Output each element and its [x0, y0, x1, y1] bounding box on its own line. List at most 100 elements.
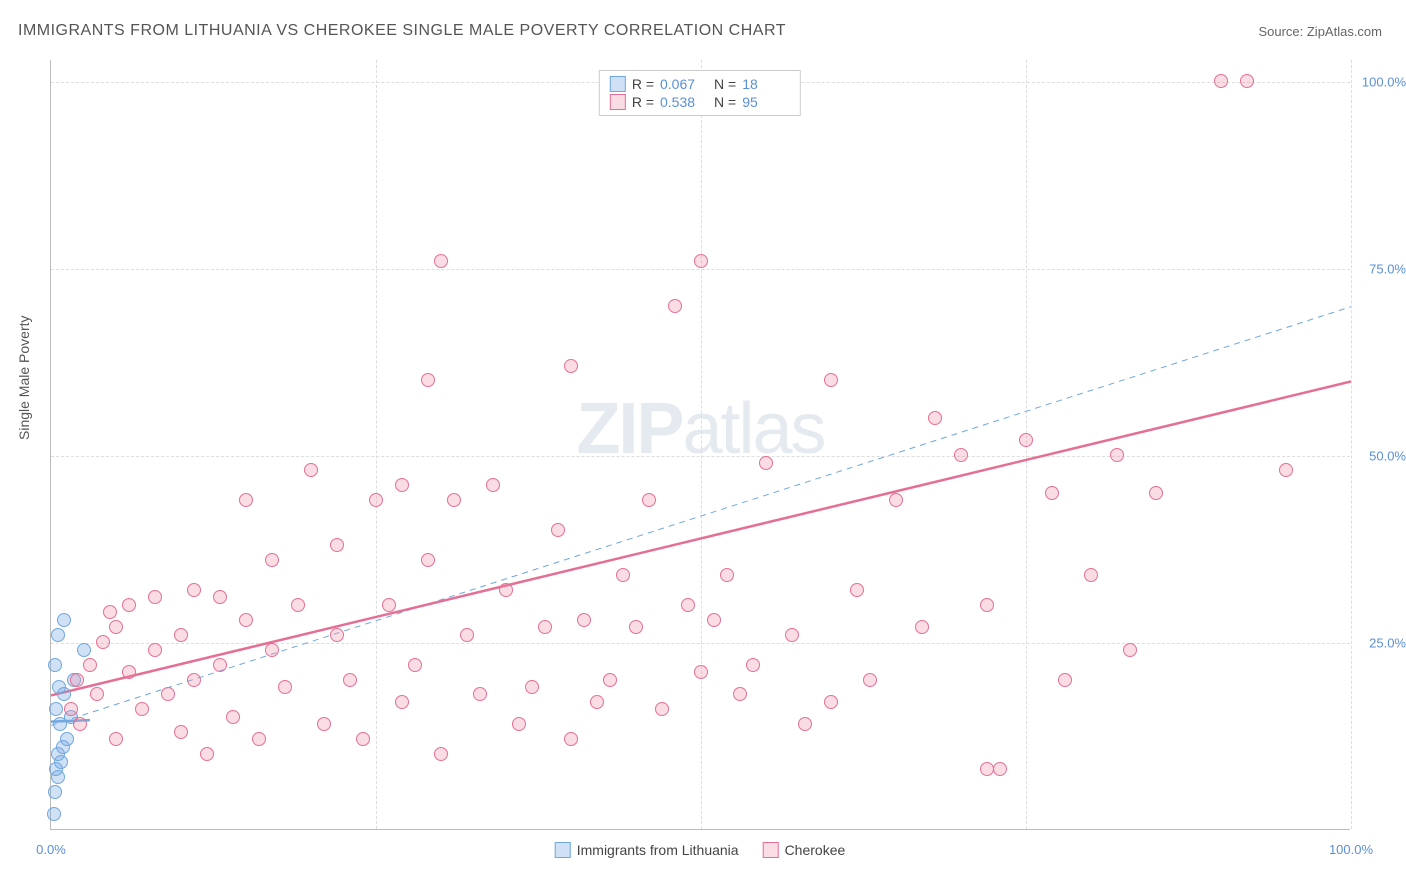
scatter-point	[824, 373, 838, 387]
legend-N-value: 18	[742, 76, 790, 92]
scatter-point	[252, 732, 266, 746]
scatter-point	[408, 658, 422, 672]
scatter-point	[1123, 643, 1137, 657]
scatter-point	[70, 673, 84, 687]
scatter-point	[265, 553, 279, 567]
scatter-point	[863, 673, 877, 687]
scatter-point	[330, 628, 344, 642]
legend-R-value: 0.067	[660, 76, 708, 92]
y-tick-label: 100.0%	[1362, 75, 1406, 90]
scatter-point	[200, 747, 214, 761]
scatter-point	[720, 568, 734, 582]
scatter-point	[746, 658, 760, 672]
scatter-point	[161, 687, 175, 701]
scatter-point	[668, 299, 682, 313]
source-attribution: Source: ZipAtlas.com	[1258, 24, 1382, 39]
legend-N-label: N =	[714, 76, 736, 92]
legend-R-label: R =	[632, 76, 654, 92]
legend-swatch	[610, 76, 626, 92]
scatter-point	[486, 478, 500, 492]
y-tick-label: 50.0%	[1369, 449, 1406, 464]
scatter-point	[512, 717, 526, 731]
scatter-point	[1084, 568, 1098, 582]
scatter-point	[1019, 433, 1033, 447]
scatter-point	[733, 687, 747, 701]
scatter-point	[1279, 463, 1293, 477]
scatter-point	[64, 702, 78, 716]
scatter-point	[629, 620, 643, 634]
scatter-point	[824, 695, 838, 709]
scatter-point	[148, 643, 162, 657]
source-label: Source:	[1258, 24, 1306, 39]
series-legend: Immigrants from Lithuania Cherokee	[555, 842, 846, 858]
scatter-point	[447, 493, 461, 507]
legend-label: Immigrants from Lithuania	[577, 842, 739, 858]
legend-label: Cherokee	[785, 842, 846, 858]
scatter-point	[369, 493, 383, 507]
scatter-point	[954, 448, 968, 462]
scatter-point	[980, 762, 994, 776]
scatter-point	[551, 523, 565, 537]
scatter-point	[889, 493, 903, 507]
scatter-point	[1214, 74, 1228, 88]
legend-swatch	[763, 842, 779, 858]
scatter-point	[564, 359, 578, 373]
scatter-point	[187, 673, 201, 687]
legend-N-value: 95	[742, 94, 790, 110]
scatter-point	[135, 702, 149, 716]
x-tick-label: 0.0%	[36, 842, 66, 857]
scatter-point	[434, 254, 448, 268]
scatter-point	[850, 583, 864, 597]
scatter-point	[47, 807, 61, 821]
scatter-point	[655, 702, 669, 716]
gridline-vertical	[1351, 60, 1352, 829]
scatter-point	[707, 613, 721, 627]
scatter-point	[57, 613, 71, 627]
scatter-point	[83, 658, 97, 672]
stats-legend-row: R = 0.538 N = 95	[610, 93, 790, 111]
scatter-point	[304, 463, 318, 477]
scatter-point	[226, 710, 240, 724]
scatter-point	[213, 658, 227, 672]
scatter-point	[382, 598, 396, 612]
scatter-point	[1149, 486, 1163, 500]
scatter-point	[52, 680, 66, 694]
scatter-point	[395, 478, 409, 492]
x-tick-label: 100.0%	[1329, 842, 1373, 857]
legend-swatch	[555, 842, 571, 858]
scatter-point	[1110, 448, 1124, 462]
scatter-point	[317, 717, 331, 731]
scatter-point	[73, 717, 87, 731]
scatter-point	[525, 680, 539, 694]
legend-R-label: R =	[632, 94, 654, 110]
scatter-point	[265, 643, 279, 657]
scatter-point	[291, 598, 305, 612]
stats-legend-row: R = 0.067 N = 18	[610, 75, 790, 93]
legend-item: Immigrants from Lithuania	[555, 842, 739, 858]
scatter-point	[759, 456, 773, 470]
y-tick-label: 75.0%	[1369, 262, 1406, 277]
scatter-point	[148, 590, 162, 604]
scatter-point	[77, 643, 91, 657]
scatter-plot: ZIPatlas 25.0%50.0%75.0%100.0%0.0%100.0%	[50, 60, 1350, 830]
y-axis-label: Single Male Poverty	[16, 315, 32, 440]
scatter-point	[1058, 673, 1072, 687]
legend-N-label: N =	[714, 94, 736, 110]
scatter-point	[49, 702, 63, 716]
scatter-point	[421, 553, 435, 567]
scatter-point	[278, 680, 292, 694]
scatter-point	[694, 254, 708, 268]
scatter-point	[434, 747, 448, 761]
scatter-point	[577, 613, 591, 627]
scatter-point	[590, 695, 604, 709]
legend-item: Cherokee	[763, 842, 846, 858]
scatter-point	[681, 598, 695, 612]
scatter-point	[603, 673, 617, 687]
scatter-point	[356, 732, 370, 746]
legend-R-value: 0.538	[660, 94, 708, 110]
source-link[interactable]: ZipAtlas.com	[1307, 24, 1382, 39]
scatter-point	[109, 620, 123, 634]
scatter-point	[174, 725, 188, 739]
scatter-point	[1240, 74, 1254, 88]
scatter-point	[460, 628, 474, 642]
